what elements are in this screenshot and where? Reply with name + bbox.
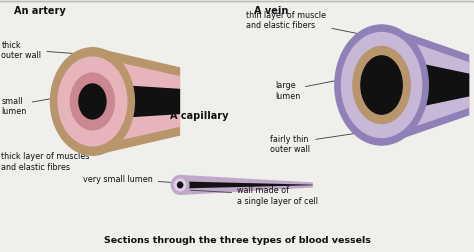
Polygon shape <box>180 182 313 189</box>
Polygon shape <box>382 33 469 139</box>
Polygon shape <box>92 84 180 120</box>
Ellipse shape <box>177 182 183 189</box>
Ellipse shape <box>341 33 422 139</box>
Ellipse shape <box>174 179 186 192</box>
Ellipse shape <box>57 57 128 147</box>
Ellipse shape <box>334 25 429 146</box>
Ellipse shape <box>352 47 411 125</box>
Ellipse shape <box>70 73 115 131</box>
Ellipse shape <box>78 84 107 120</box>
Polygon shape <box>382 25 469 146</box>
Polygon shape <box>92 48 180 156</box>
Text: fairly thin
outer wall: fairly thin outer wall <box>270 130 383 153</box>
Polygon shape <box>180 175 313 195</box>
Polygon shape <box>92 57 180 147</box>
Text: thin layer of muscle
and elastic fibers: thin layer of muscle and elastic fibers <box>246 11 369 37</box>
Polygon shape <box>382 56 469 115</box>
FancyBboxPatch shape <box>0 3 474 252</box>
Text: Sections through the three types of blood vessels: Sections through the three types of bloo… <box>103 235 371 244</box>
Ellipse shape <box>171 175 190 195</box>
Text: An artery: An artery <box>14 6 66 16</box>
Text: thick layer of muscles
and elastic fibres: thick layer of muscles and elastic fibre… <box>1 144 94 171</box>
Text: A vein: A vein <box>254 6 288 16</box>
Text: very small lumen: very small lumen <box>83 174 176 183</box>
Ellipse shape <box>50 48 135 156</box>
Text: large
lumen: large lumen <box>275 74 372 100</box>
Text: small
lumen: small lumen <box>1 93 84 115</box>
Text: A capillary: A capillary <box>170 111 228 121</box>
Ellipse shape <box>360 56 403 115</box>
Text: wall made of
a single layer of cell: wall made of a single layer of cell <box>191 186 318 205</box>
Text: thick
outer wall: thick outer wall <box>1 41 73 60</box>
